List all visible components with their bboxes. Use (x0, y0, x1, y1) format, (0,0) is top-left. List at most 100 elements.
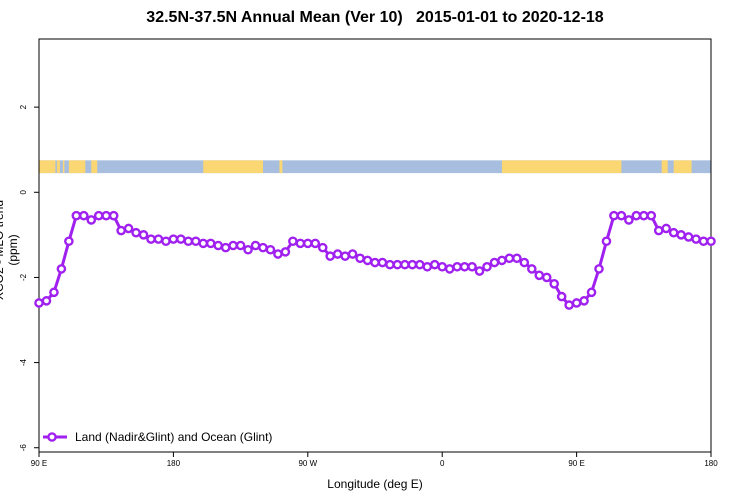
data-point (288, 236, 298, 247)
data-point (265, 244, 276, 255)
data-point (228, 240, 238, 251)
series-layer (34, 210, 716, 310)
land-ocean-strip (39, 160, 711, 174)
data-point (504, 253, 515, 264)
x-axis-label: Longitude (deg E) (327, 477, 423, 491)
data-point (317, 242, 328, 253)
data-point (639, 210, 649, 221)
data-point (571, 298, 582, 308)
data-point (467, 261, 477, 272)
x-tick-label: 90 E (31, 459, 47, 468)
x-tick-label: 180 (704, 459, 718, 468)
data-point (459, 261, 470, 272)
data-point (131, 227, 141, 238)
data-point (310, 238, 321, 249)
data-point (377, 257, 388, 268)
data-point (71, 210, 82, 221)
data-point (243, 244, 253, 255)
data-point (213, 240, 223, 251)
land-band (68, 160, 86, 174)
data-point (370, 257, 380, 268)
data-point (86, 215, 97, 225)
data-point (101, 210, 111, 221)
data-point (235, 240, 246, 251)
land-band (673, 160, 692, 174)
x-tick-label: 180 (167, 459, 181, 468)
data-point (444, 264, 455, 274)
data-point (616, 210, 627, 221)
data-point (302, 238, 313, 249)
data-point (123, 223, 134, 234)
data-point (138, 230, 149, 240)
y-tick-label: -2 (19, 273, 28, 281)
legend-label: Land (Nadir&Glint) and Ocean (Glint) (75, 430, 272, 444)
chart-title: 32.5N-37.5N Annual Mean (Ver 10) 2015-01… (146, 9, 604, 26)
data-point (41, 296, 52, 306)
data-point (183, 236, 194, 247)
land-band (501, 160, 622, 174)
y-tick-label: 2 (19, 104, 28, 109)
data-point (541, 272, 552, 283)
data-point (407, 259, 418, 270)
data-point (168, 234, 179, 244)
data-point (556, 291, 567, 302)
data-point (437, 261, 448, 272)
data-point (56, 264, 67, 274)
data-point (683, 232, 694, 242)
data-point (258, 242, 268, 253)
data-point (631, 210, 642, 221)
data-point (176, 234, 186, 244)
data-point (482, 261, 492, 272)
data-point (355, 253, 365, 264)
data-point (153, 234, 164, 244)
data-point (497, 255, 507, 266)
data-point (392, 259, 403, 270)
x-tick-label: 0 (440, 459, 445, 468)
data-point (146, 234, 156, 244)
data-point (564, 300, 574, 310)
data-point (549, 279, 560, 289)
data-point (198, 238, 209, 249)
legend: Land (Nadir&Glint) and Ocean (Glint) (43, 430, 272, 444)
data-point (205, 238, 216, 249)
data-point (400, 259, 410, 270)
data-point (273, 249, 283, 259)
data-point (325, 251, 336, 261)
data-point (79, 210, 89, 221)
data-point (295, 238, 306, 249)
data-point (527, 264, 537, 274)
data-point (362, 255, 373, 266)
land-band (62, 160, 65, 174)
data-point (347, 249, 358, 259)
data-point (706, 236, 716, 247)
land-band (661, 160, 668, 174)
data-point (250, 240, 261, 251)
data-point (332, 249, 343, 259)
data-point (489, 257, 500, 268)
plot-frame (38, 38, 712, 453)
y-axis-label: XCO2 - MLO trend (ppm) (0, 199, 20, 301)
data-point (668, 227, 679, 238)
data-point (512, 253, 522, 264)
y-tick-label: 0 (19, 190, 28, 195)
land-band (39, 160, 56, 174)
land-band (279, 160, 283, 174)
data-point (661, 223, 672, 234)
data-point (422, 261, 433, 272)
data-point (116, 225, 126, 236)
data-point (340, 251, 350, 261)
data-point (601, 236, 612, 247)
land-band (56, 160, 60, 174)
data-point (108, 210, 119, 221)
data-point (429, 259, 440, 270)
data-point (280, 247, 291, 257)
data-point (64, 236, 74, 247)
data-point (49, 287, 59, 298)
data-point (220, 242, 231, 253)
data-point (474, 266, 485, 276)
y-tick-label: -4 (19, 358, 28, 366)
data-point (579, 296, 589, 306)
data-point (534, 270, 545, 281)
data-point (676, 230, 686, 240)
